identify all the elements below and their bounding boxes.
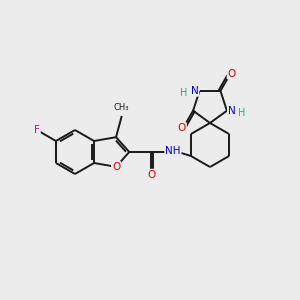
- Text: H: H: [238, 108, 245, 118]
- Text: N: N: [228, 106, 236, 116]
- Text: CH₃: CH₃: [114, 103, 130, 112]
- Text: N: N: [191, 86, 198, 96]
- Text: H: H: [180, 88, 188, 98]
- Text: O: O: [228, 68, 236, 79]
- Text: O: O: [147, 169, 155, 180]
- Text: NH: NH: [165, 146, 181, 156]
- Text: O: O: [178, 123, 186, 133]
- Text: F: F: [34, 125, 40, 135]
- Text: O: O: [112, 162, 120, 172]
